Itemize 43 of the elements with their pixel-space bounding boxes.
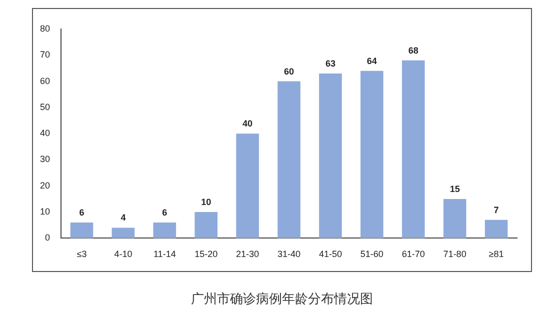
bar [360,70,384,238]
bar [278,81,300,238]
data-label: 63 [325,58,336,68]
y-tick-label: 40 [40,128,50,138]
x-tick-label: ≤3 [76,249,87,260]
data-label: 40 [242,118,253,129]
data-label: 4 [120,212,126,223]
x-tick-label: 11-14 [153,249,176,260]
x-tick-label: ≥81 [488,249,504,260]
bar [153,222,176,238]
y-tick-label: 10 [40,206,50,217]
y-tick-label: 0 [44,232,50,243]
x-tick-label: 4-10 [114,249,132,260]
bar [194,212,218,238]
text: 广州市确诊病例年龄分布情况图 [190,291,374,308]
y-tick-label: 50 [40,102,50,112]
data-label: 6 [79,207,84,218]
x-tick-label: 41-50 [318,249,342,260]
x-tick-label: 51-60 [360,249,384,260]
bar [70,222,94,238]
y-tick-label: 70 [40,50,50,60]
bar [484,220,508,238]
y-tick-label: 20 [40,180,50,190]
x-tick-label: 61-70 [402,249,425,260]
x-tick-label: 71-80 [443,249,466,260]
bar [443,198,466,238]
bar [112,228,135,238]
x-tick-label: 21-30 [236,249,260,260]
data-label: 64 [366,56,377,66]
y-tick-label: 60 [40,76,50,86]
y-tick-label: 30 [40,154,50,164]
x-tick-label: 15-20 [194,249,218,260]
data-label: 10 [201,197,212,208]
data-label: 7 [494,204,499,215]
bar [402,60,425,238]
x-tick-label: 31-40 [277,249,301,260]
y-tick-label: 80 [40,23,50,34]
data-label: 6 [162,207,168,218]
data-label: 68 [408,45,418,56]
bar [319,73,342,238]
data-label: 60 [284,66,294,76]
bar [236,134,259,238]
data-label: 15 [450,184,460,194]
